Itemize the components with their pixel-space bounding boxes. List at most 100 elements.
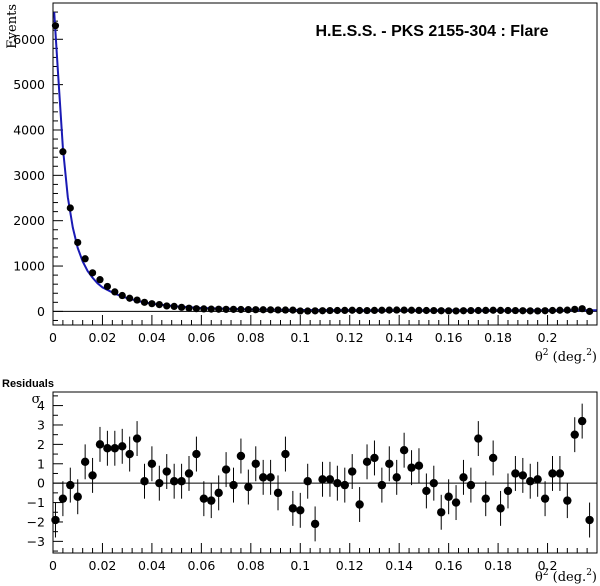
residual-point xyxy=(192,449,201,459)
data-point xyxy=(252,306,260,314)
residual-point xyxy=(236,451,246,461)
x-tick-label: 0.18 xyxy=(484,558,512,573)
residuals-y-axis-label: σ xyxy=(32,392,41,407)
main-chart-points xyxy=(51,22,594,315)
residual-point xyxy=(466,480,476,490)
data-point xyxy=(326,306,334,315)
data-point xyxy=(207,305,215,313)
residual-point xyxy=(80,457,90,467)
residuals-x-axis-label-theta: θ xyxy=(535,570,543,585)
data-point xyxy=(259,306,267,314)
residual-point xyxy=(118,442,127,451)
x-tick-label: 0 xyxy=(49,558,57,573)
residual-point xyxy=(392,473,401,482)
residual-point xyxy=(266,473,275,482)
residual-point xyxy=(399,445,409,455)
residual-point xyxy=(95,440,105,449)
residual-point xyxy=(125,449,134,459)
residual-point xyxy=(585,515,594,525)
data-point xyxy=(459,307,468,315)
residual-point xyxy=(199,494,209,503)
y-tick-label: 0 xyxy=(37,304,45,319)
x-tick-label: 0.16 xyxy=(435,330,463,345)
y-tick-label: −3 xyxy=(27,534,45,549)
residual-point xyxy=(511,469,520,478)
x-tick-label: 0.08 xyxy=(237,558,265,573)
residual-point xyxy=(58,494,68,503)
x-tick-label: 0.1 xyxy=(290,330,310,345)
residual-point xyxy=(155,478,164,488)
data-point xyxy=(318,307,327,315)
x-axis-label-unit: (deg. xyxy=(549,350,587,365)
data-point xyxy=(489,306,497,314)
y-tick-label: 5000 xyxy=(13,77,45,92)
data-point xyxy=(88,269,97,277)
residual-point xyxy=(422,486,431,496)
x-axis-label-unit-sup: 2 xyxy=(586,348,592,358)
data-point xyxy=(170,302,178,311)
residual-point xyxy=(496,504,505,513)
data-point xyxy=(311,307,319,315)
residual-point xyxy=(318,475,327,484)
x-axis-label: θ2 (deg.2) xyxy=(535,348,597,365)
x-axis-label-theta: θ xyxy=(535,350,543,365)
data-point xyxy=(541,307,549,315)
residual-point xyxy=(340,480,349,490)
y-tick-label: −1 xyxy=(27,495,45,510)
data-point xyxy=(474,306,482,315)
data-point xyxy=(281,306,290,314)
residuals-x-axis-label-unit-sup: 2 xyxy=(586,568,592,578)
y-tick-label: 4 xyxy=(37,398,45,413)
residual-point xyxy=(310,519,320,529)
x-tick-label: 0.14 xyxy=(385,558,413,573)
x-tick-label: 0.08 xyxy=(237,330,265,345)
residual-point xyxy=(162,467,171,476)
residual-point xyxy=(184,469,194,478)
main-chart-frame xyxy=(52,2,598,326)
data-point xyxy=(215,305,223,313)
y-tick-label: 1000 xyxy=(13,259,45,274)
data-point xyxy=(430,306,438,315)
y-tick-label: 1 xyxy=(37,456,45,471)
residual-point xyxy=(110,444,120,453)
residual-point xyxy=(533,475,542,484)
data-point xyxy=(118,291,126,300)
residual-point xyxy=(103,444,112,453)
residual-point xyxy=(355,500,364,509)
residuals-chart-axes: 0 0.02 0.04 0.06 0.08 0.1 0.12 0.14 0.16 0.18 0.2 −… xyxy=(27,395,598,573)
residual-point xyxy=(459,473,468,482)
data-point xyxy=(511,306,519,315)
data-point xyxy=(341,306,349,314)
residual-point xyxy=(73,492,82,501)
data-point xyxy=(274,306,282,314)
data-point xyxy=(96,276,104,284)
x-tick-label: 0.18 xyxy=(484,330,512,345)
data-point xyxy=(192,305,201,313)
data-point xyxy=(296,307,304,315)
x-axis-label-close: ) xyxy=(592,350,597,365)
y-axis-label: Events xyxy=(5,4,20,49)
y-tick-label: 2 xyxy=(37,437,45,452)
residual-point xyxy=(370,453,379,463)
residual-point xyxy=(281,449,290,459)
data-point xyxy=(304,307,312,315)
residual-point xyxy=(377,480,387,490)
x-tick-label: 0.2 xyxy=(538,330,558,345)
data-point xyxy=(177,303,186,311)
residual-point xyxy=(488,453,498,463)
data-point xyxy=(267,306,275,314)
residual-point xyxy=(348,467,357,476)
data-point xyxy=(363,306,371,315)
residuals-title: Residuals xyxy=(2,378,54,390)
data-point xyxy=(74,238,82,247)
data-point xyxy=(578,305,586,313)
data-point xyxy=(393,306,401,314)
data-point xyxy=(467,306,475,315)
x-tick-label: 0.14 xyxy=(385,330,413,345)
residuals-chart: 0 0.02 0.04 0.06 0.08 0.1 0.12 0.14 0.16 0.18 0.2 −… xyxy=(2,378,598,585)
x-tick-label: 0.02 xyxy=(89,330,117,345)
residual-point xyxy=(244,482,253,492)
fit-curve xyxy=(53,12,597,312)
residual-point xyxy=(362,457,372,467)
